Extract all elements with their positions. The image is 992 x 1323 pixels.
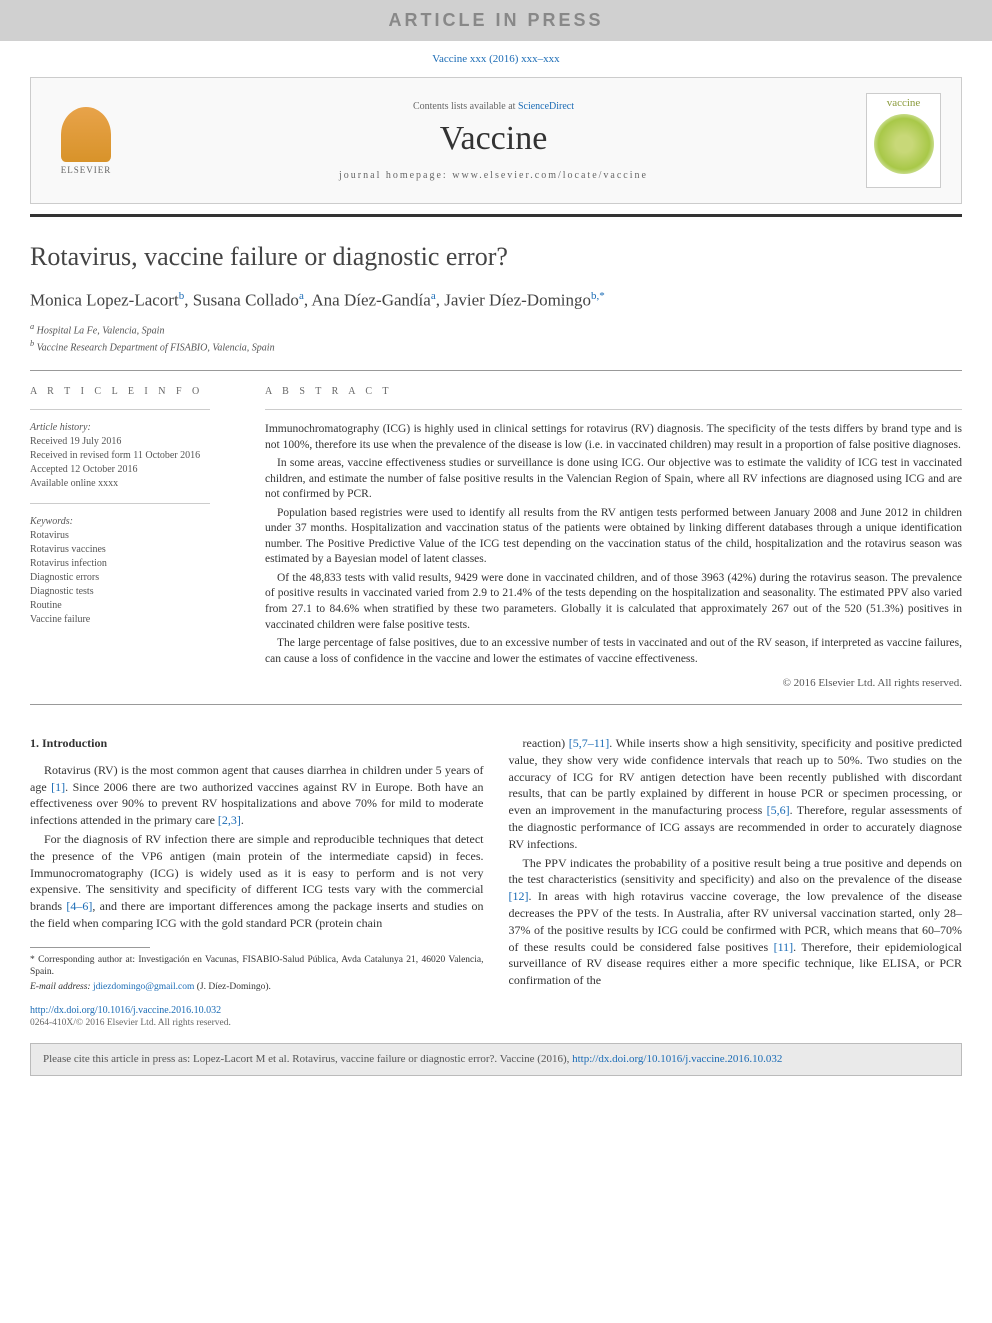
cite-doi-link[interactable]: http://dx.doi.org/10.1016/j.vaccine.2016… [572, 1053, 782, 1065]
cover-graphic-icon [874, 114, 934, 174]
abstract-text: Immunochromatography (ICG) is highly use… [265, 422, 962, 667]
article-title: Rotavirus, vaccine failure or diagnostic… [30, 242, 962, 272]
publisher-name: ELSEVIER [61, 165, 112, 175]
cite-prefix: Please cite this article in press as: Lo… [43, 1053, 572, 1065]
homepage-line: journal homepage: www.elsevier.com/locat… [121, 170, 866, 181]
info-divider-1 [30, 409, 210, 410]
affiliations: a Hospital La Fe, Valencia, Spain b Vacc… [30, 321, 962, 356]
history-list: Received 19 July 2016Received in revised… [30, 435, 235, 491]
journal-header: ELSEVIER Contents lists available at Sci… [30, 77, 962, 204]
email-label: E-mail address: [30, 982, 93, 992]
keywords-list: RotavirusRotavirus vaccinesRotavirus inf… [30, 529, 235, 627]
abstract: A B S T R A C T Immunochromatography (IC… [265, 386, 962, 689]
history-label: Article history: [30, 422, 235, 433]
header-center: Contents lists available at ScienceDirec… [121, 101, 866, 181]
abstract-heading: A B S T R A C T [265, 386, 962, 397]
sciencedirect-link[interactable]: ScienceDirect [518, 101, 574, 112]
keywords-label: Keywords: [30, 516, 235, 527]
abstract-divider [265, 409, 962, 410]
email-link[interactable]: jdiezdomingo@gmail.com [93, 982, 194, 992]
elsevier-tree-icon [61, 107, 111, 162]
journal-cover: vaccine [866, 93, 941, 188]
email-name: (J. Díez-Domingo). [194, 982, 271, 992]
info-divider-2 [30, 503, 210, 504]
homepage-url: www.elsevier.com/locate/vaccine [452, 170, 648, 181]
top-citation: Vaccine xxx (2016) xxx–xxx [0, 41, 992, 77]
title-divider [30, 370, 962, 371]
cite-box: Please cite this article in press as: Lo… [30, 1043, 962, 1076]
article-info-heading: A R T I C L E I N F O [30, 386, 235, 397]
abstract-divider-bottom [30, 704, 962, 705]
footer-copyright: 0264-410X/© 2016 Elsevier Ltd. All right… [30, 1018, 962, 1028]
affiliation-a: a Hospital La Fe, Valencia, Spain [30, 321, 962, 338]
author-list: Monica Lopez-Lacortb, Susana Colladoa, A… [30, 290, 962, 311]
corresponding-email: E-mail address: jdiezdomingo@gmail.com (… [30, 981, 484, 993]
article-info: A R T I C L E I N F O Article history: R… [30, 386, 235, 689]
corresponding-divider [30, 947, 150, 948]
abstract-copyright: © 2016 Elsevier Ltd. All rights reserved… [265, 677, 962, 689]
right-body-text: reaction) [5,7–11]. While inserts show a… [509, 735, 963, 989]
contents-line: Contents lists available at ScienceDirec… [121, 101, 866, 112]
left-body-text: Rotavirus (RV) is the most common agent … [30, 762, 484, 932]
elsevier-logo: ELSEVIER [51, 101, 121, 181]
homepage-label: journal homepage: [339, 170, 452, 181]
right-column: reaction) [5,7–11]. While inserts show a… [509, 735, 963, 995]
info-abstract-row: A R T I C L E I N F O Article history: R… [30, 386, 962, 689]
cover-label: vaccine [887, 97, 921, 109]
corresponding-note: * Corresponding author at: Investigación… [30, 954, 484, 979]
left-column: 1. Introduction Rotavirus (RV) is the mo… [30, 735, 484, 995]
doi-link[interactable]: http://dx.doi.org/10.1016/j.vaccine.2016… [30, 1005, 962, 1016]
affiliation-b: b Vaccine Research Department of FISABIO… [30, 338, 962, 355]
body-columns: 1. Introduction Rotavirus (RV) is the mo… [30, 735, 962, 995]
contents-prefix: Contents lists available at [413, 101, 518, 112]
section-1-heading: 1. Introduction [30, 735, 484, 752]
in-press-banner: ARTICLE IN PRESS [0, 0, 992, 41]
header-divider [30, 214, 962, 217]
journal-name: Vaccine [121, 120, 866, 158]
